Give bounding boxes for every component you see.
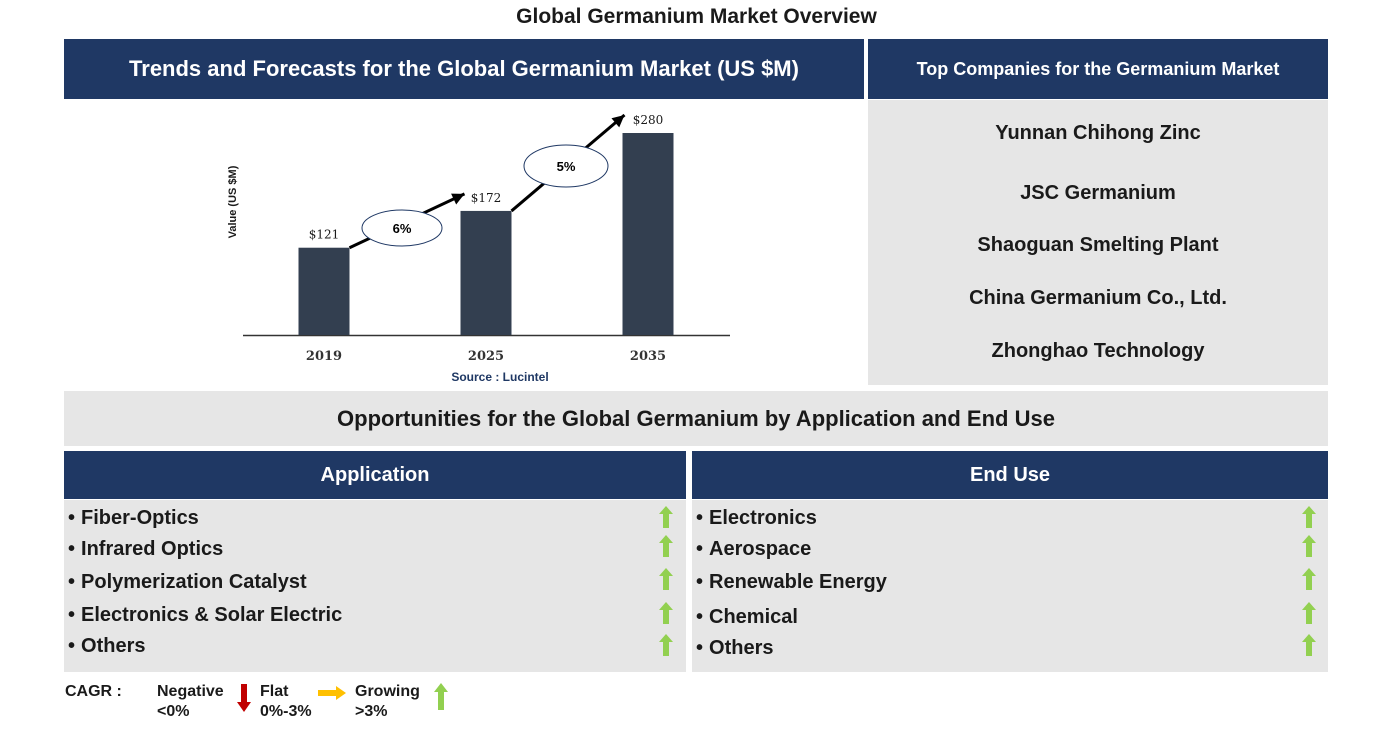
growing-label: Growing <box>355 683 420 700</box>
cagr-arrowhead <box>611 115 625 128</box>
growing-arrow-icon <box>659 568 673 590</box>
y-axis-label: Value (US $M) <box>227 165 239 238</box>
company-item: JSC Germanium <box>1020 182 1176 204</box>
end-use-item: • Aerospace <box>696 538 812 560</box>
application-item: • Infrared Optics <box>68 538 224 560</box>
end-use-header-label: End Use <box>969 463 1051 486</box>
negative-legend: Negative <0% <box>157 682 224 722</box>
flat-range: 0%-3% <box>260 703 312 720</box>
trends-header-label: Trends and Forecasts for the Global Germ… <box>129 56 799 81</box>
application-item: • Others <box>68 635 146 657</box>
end-use-item-label: Electronics <box>709 507 817 529</box>
flat-label: Flat <box>260 683 289 700</box>
growing-arrow-icon <box>659 634 673 656</box>
application-item: • Polymerization Catalyst <box>68 571 307 593</box>
bar-value-label: $121 <box>309 228 340 242</box>
end-use-header: End Use <box>692 451 1328 499</box>
end-use-item-label: Aerospace <box>709 538 812 560</box>
cagr-label: 6% <box>393 221 412 236</box>
growing-arrow-icon <box>659 506 673 528</box>
application-header: Application <box>64 451 686 499</box>
cagr-ellipse <box>361 209 443 247</box>
cagr-label: 5% <box>557 159 576 174</box>
company-item: Zhonghao Technology <box>991 340 1205 362</box>
growing-range: >3% <box>355 703 388 720</box>
x-tick-label: 2025 <box>468 349 504 364</box>
bar-2025 <box>460 210 512 335</box>
cagr-arrowhead <box>451 193 465 205</box>
application-panel <box>64 500 686 672</box>
end-use-item-label: Others <box>709 637 774 659</box>
x-tick-label: 2035 <box>630 349 666 364</box>
negative-range: <0% <box>157 703 190 720</box>
bar-2019 <box>298 247 350 335</box>
end-use-panel <box>692 500 1328 672</box>
opportunities-banner: Opportunities for the Global Germanium b… <box>64 391 1328 446</box>
end-use-item: • Chemical <box>696 606 798 628</box>
growing-arrow-icon <box>1302 568 1316 590</box>
x-tick-label: 2019 <box>306 349 342 364</box>
opportunities-title: Opportunities for the Global Germanium b… <box>337 405 1055 431</box>
application-item-label: Fiber-Optics <box>81 507 199 529</box>
companies-header-label: Top Companies for the Germanium Market <box>916 58 1280 79</box>
end-use-item: • Others <box>696 637 774 659</box>
bar-2035 <box>622 133 674 335</box>
chart-source: Source : Lucintel <box>451 370 548 384</box>
growing-arrow-icon <box>1302 634 1316 656</box>
growing-arrow-icon <box>659 602 673 624</box>
bar-value-label: $280 <box>633 113 664 127</box>
growing-arrow-icon <box>1302 535 1316 557</box>
flat-legend: Flat 0%-3% <box>260 682 312 722</box>
company-item: Shaoguan Smelting Plant <box>977 234 1219 256</box>
cagr-ellipse <box>523 144 609 188</box>
companies-header: Top Companies for the Germanium Market <box>868 39 1328 99</box>
negative-label: Negative <box>157 683 224 700</box>
market-trend-chart: Value (US $M) $121 2019 $172 2025 $280 2035 6%… <box>227 113 730 384</box>
end-use-item: • Electronics <box>696 507 817 529</box>
page-title: Global Germanium Market Overview <box>516 5 877 28</box>
application-item: • Electronics & Solar Electric <box>68 604 343 626</box>
cagr-label: CAGR : <box>65 683 122 700</box>
trends-header: Trends and Forecasts for the Global Germ… <box>64 39 864 99</box>
growing-arrow-icon <box>659 535 673 557</box>
flat-arrow-icon <box>318 686 346 700</box>
application-item-label: Polymerization Catalyst <box>81 571 307 593</box>
end-use-item: • Renewable Energy <box>696 571 887 593</box>
company-item: Yunnan Chihong Zinc <box>995 122 1201 144</box>
growing-arrow-icon <box>1302 506 1316 528</box>
growing-legend: Growing >3% <box>355 682 420 722</box>
application-item-label: Infrared Optics <box>81 538 224 560</box>
end-use-item-label: Renewable Energy <box>709 571 887 593</box>
bar-value-label: $172 <box>471 191 502 205</box>
end-use-item-label: Chemical <box>709 606 798 628</box>
application-item: • Fiber-Optics <box>68 507 199 529</box>
growing-arrow-icon <box>434 683 448 710</box>
application-header-label: Application <box>320 463 430 486</box>
application-item-label: Others <box>81 635 146 657</box>
negative-arrow-icon <box>237 684 251 712</box>
application-item-label: Electronics & Solar Electric <box>81 604 343 626</box>
companies-panel <box>868 100 1328 385</box>
growing-arrow-icon <box>1302 602 1316 624</box>
company-item: China Germanium Co., Ltd. <box>969 287 1227 309</box>
